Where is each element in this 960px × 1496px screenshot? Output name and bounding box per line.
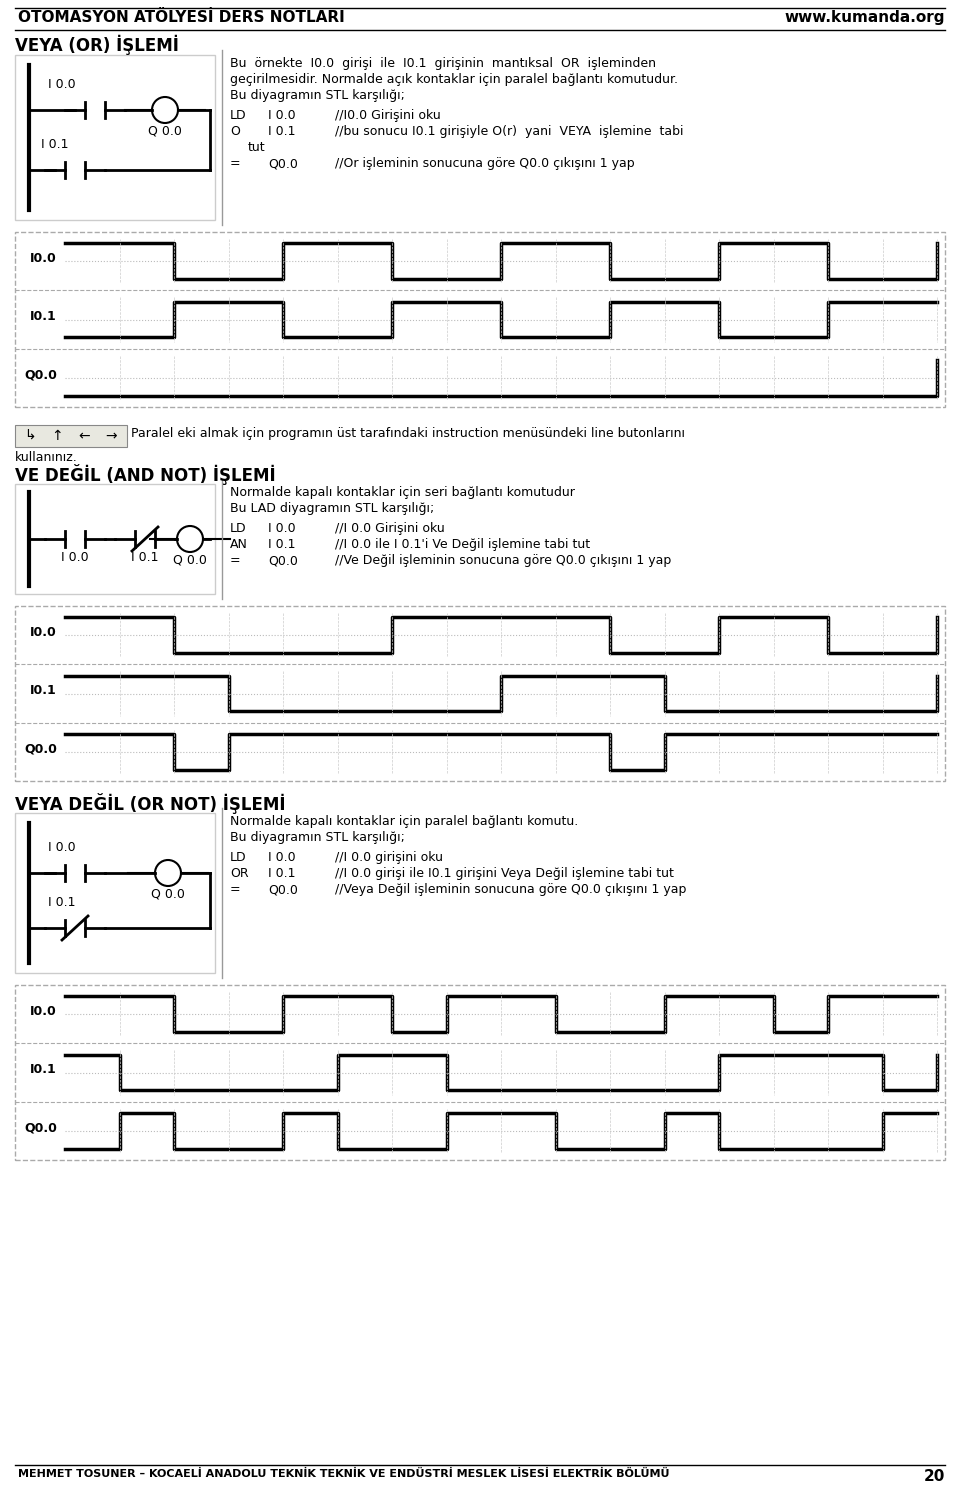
Text: ←: ← xyxy=(78,429,90,443)
Text: =: = xyxy=(230,157,241,171)
Text: I0.0: I0.0 xyxy=(31,625,57,639)
Text: =: = xyxy=(230,554,241,567)
Text: LD: LD xyxy=(230,109,247,123)
Text: tut: tut xyxy=(248,141,266,154)
Text: Normalde kapalı kontaklar için paralel bağlantı komutu.: Normalde kapalı kontaklar için paralel b… xyxy=(230,815,578,827)
Text: OTOMASYON ATÖLYESİ DERS NOTLARI: OTOMASYON ATÖLYESİ DERS NOTLARI xyxy=(18,10,345,25)
Text: Q0.0: Q0.0 xyxy=(24,1122,57,1134)
Text: //bu sonucu I0.1 girişiyle O(r)  yani  VEYA  işlemine  tabi: //bu sonucu I0.1 girişiyle O(r) yani VEY… xyxy=(335,126,684,138)
Bar xyxy=(15,606,945,781)
Text: LD: LD xyxy=(230,851,247,865)
Text: LD: LD xyxy=(230,522,247,536)
Text: www.kumanda.org: www.kumanda.org xyxy=(784,10,945,25)
Text: Paralel eki almak için programın üst tarafındaki instruction menüsündeki line bu: Paralel eki almak için programın üst tar… xyxy=(131,426,685,440)
Text: kullanınız.: kullanınız. xyxy=(15,450,78,464)
Text: I0.1: I0.1 xyxy=(31,684,57,697)
Text: VE DEĞİL (AND NOT) İŞLEMİ: VE DEĞİL (AND NOT) İŞLEMİ xyxy=(15,464,276,485)
Text: Bu LAD diyagramın STL karşılığı;: Bu LAD diyagramın STL karşılığı; xyxy=(230,503,434,515)
Text: O: O xyxy=(230,126,240,138)
Text: //Veya Değil işleminin sonucuna göre Q0.0 çıkışını 1 yap: //Veya Değil işleminin sonucuna göre Q0.… xyxy=(335,883,686,896)
Text: //I 0.0 Girişini oku: //I 0.0 Girişini oku xyxy=(335,522,444,536)
Text: I 0.1: I 0.1 xyxy=(48,896,76,910)
Text: Q0.0: Q0.0 xyxy=(268,554,298,567)
Text: I 0.0: I 0.0 xyxy=(268,522,296,536)
Bar xyxy=(15,485,215,594)
Text: Q0.0: Q0.0 xyxy=(268,883,298,896)
Text: Q 0.0: Q 0.0 xyxy=(151,887,185,901)
Text: ↑: ↑ xyxy=(51,429,62,443)
Text: I 0.0: I 0.0 xyxy=(61,551,89,564)
Text: //Ve Değil işleminin sonucuna göre Q0.0 çıkışını 1 yap: //Ve Değil işleminin sonucuna göre Q0.0 … xyxy=(335,554,671,567)
Text: I 0.1: I 0.1 xyxy=(268,868,296,880)
Bar xyxy=(15,425,127,447)
Text: ↳: ↳ xyxy=(24,429,36,443)
Text: Q 0.0: Q 0.0 xyxy=(173,554,207,565)
Text: //I0.0 Girişini oku: //I0.0 Girişini oku xyxy=(335,109,441,123)
Text: geçirilmesidir. Normalde açık kontaklar için paralel bağlantı komutudur.: geçirilmesidir. Normalde açık kontaklar … xyxy=(230,73,678,85)
Text: I 0.0: I 0.0 xyxy=(268,851,296,865)
Text: I0.0: I0.0 xyxy=(31,251,57,265)
Text: Q0.0: Q0.0 xyxy=(24,742,57,755)
Text: I0.1: I0.1 xyxy=(31,310,57,323)
Text: //Or işleminin sonucuna göre Q0.0 çıkışını 1 yap: //Or işleminin sonucuna göre Q0.0 çıkışı… xyxy=(335,157,635,171)
Text: =: = xyxy=(230,883,241,896)
Text: //I 0.0 ile I 0.1'i Ve Değil işlemine tabi tut: //I 0.0 ile I 0.1'i Ve Değil işlemine ta… xyxy=(335,539,590,551)
Text: →: → xyxy=(106,429,117,443)
Text: VEYA (OR) İŞLEMİ: VEYA (OR) İŞLEMİ xyxy=(15,34,179,55)
Text: Bu  örnekte  I0.0  girişi  ile  I0.1  girişinin  mantıksal  OR  işleminden: Bu örnekte I0.0 girişi ile I0.1 girişini… xyxy=(230,57,656,70)
Text: AN: AN xyxy=(230,539,248,551)
Text: VEYA DEĞİL (OR NOT) İŞLEMİ: VEYA DEĞİL (OR NOT) İŞLEMİ xyxy=(15,793,285,814)
Text: I0.0: I0.0 xyxy=(31,1005,57,1017)
Bar xyxy=(15,984,945,1159)
Text: I 0.1: I 0.1 xyxy=(268,126,296,138)
Text: Q 0.0: Q 0.0 xyxy=(148,124,182,138)
Text: 20: 20 xyxy=(924,1469,945,1484)
Text: //I 0.0 girişi ile I0.1 girişini Veya Değil işlemine tabi tut: //I 0.0 girişi ile I0.1 girişini Veya De… xyxy=(335,868,674,880)
Text: I 0.1: I 0.1 xyxy=(132,551,158,564)
Text: I0.1: I0.1 xyxy=(31,1064,57,1076)
Text: OR: OR xyxy=(230,868,249,880)
Text: I 0.0: I 0.0 xyxy=(48,841,76,854)
Text: Q0.0: Q0.0 xyxy=(268,157,298,171)
Text: Bu diyagramın STL karşılığı;: Bu diyagramın STL karşılığı; xyxy=(230,88,405,102)
Text: //I 0.0 girişini oku: //I 0.0 girişini oku xyxy=(335,851,443,865)
Text: I 0.1: I 0.1 xyxy=(41,138,69,151)
Text: I 0.0: I 0.0 xyxy=(268,109,296,123)
Text: Q0.0: Q0.0 xyxy=(24,368,57,381)
Text: Bu diyagramın STL karşılığı;: Bu diyagramın STL karşılığı; xyxy=(230,830,405,844)
Text: MEHMET TOSUNER – KOCAELİ ANADOLU TEKNİK TEKNİK VE ENDÜSTRİ MESLEK LİSESİ ELEKTRİ: MEHMET TOSUNER – KOCAELİ ANADOLU TEKNİK … xyxy=(18,1469,669,1480)
Bar xyxy=(15,55,215,220)
Text: I 0.1: I 0.1 xyxy=(268,539,296,551)
Text: I 0.0: I 0.0 xyxy=(48,78,76,91)
Bar xyxy=(15,812,215,972)
Bar xyxy=(15,232,945,407)
Text: Normalde kapalı kontaklar için seri bağlantı komutudur: Normalde kapalı kontaklar için seri bağl… xyxy=(230,486,575,500)
